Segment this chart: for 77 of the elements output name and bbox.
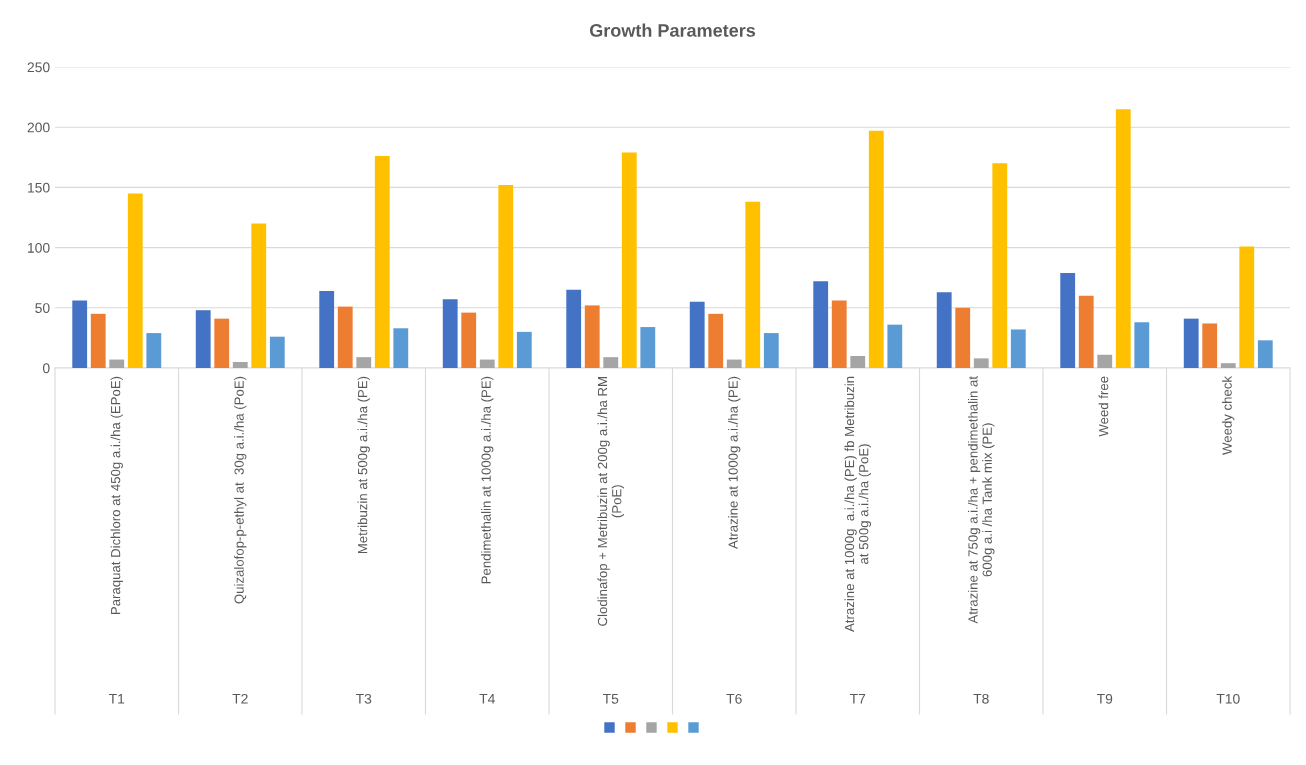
- bar: [726, 359, 742, 368]
- bar: [603, 357, 619, 368]
- text: T3: [355, 693, 372, 704]
- text: T1: [108, 694, 125, 704]
- chart-title: Growth Parameters: [589, 23, 756, 37]
- y-tick-label: 0: [42, 363, 50, 374]
- text: T4: [479, 694, 495, 704]
- y-tick-label: 50: [35, 303, 50, 313]
- x-tick-label: Atrazine at 1000g a.i./ha (PE): [728, 376, 741, 550]
- bar: [479, 359, 495, 368]
- bar: [936, 292, 952, 368]
- bar: [584, 305, 600, 368]
- bar: [813, 281, 829, 368]
- bar: [745, 201, 761, 368]
- bar: [973, 358, 989, 368]
- bar: [393, 328, 409, 368]
- bar: [868, 130, 884, 368]
- bar: [1060, 272, 1076, 368]
- bar: [319, 290, 335, 368]
- bar: [689, 301, 705, 368]
- bar: [831, 300, 847, 368]
- bar: [887, 324, 903, 368]
- bar: [146, 333, 162, 368]
- bar: [498, 184, 514, 368]
- bar: [850, 355, 866, 368]
- x-tick-label: Atrazine at 750g a.i./ha + pendimethalin at 600g a.i /ha Tank mix (PE): [967, 376, 995, 624]
- bar: [1115, 109, 1131, 368]
- bar: [269, 336, 285, 368]
- x-tick-label: Paraquat Dichloro at 450g a.i./ha (EPoE): [110, 376, 123, 615]
- bar: [992, 163, 1008, 368]
- text: T8: [973, 693, 989, 704]
- text: T5: [602, 694, 619, 704]
- bar: [621, 152, 637, 368]
- bar: [566, 289, 582, 368]
- bar: [1134, 322, 1150, 368]
- bar: [1239, 246, 1255, 368]
- x-tick-label: Metribuzin at 500g a.i./ha (PE): [357, 376, 370, 554]
- x-tick-label: Weedy check: [1222, 375, 1235, 455]
- bar: [251, 223, 267, 368]
- text: T9: [1096, 693, 1113, 704]
- bar: [708, 313, 724, 368]
- bar: [1220, 363, 1236, 368]
- x-tick-label: Atrazine at 1000g a.i./ha (PE) fb Metribuzin at 500g a.i./ha (PoE): [844, 376, 872, 632]
- x-tick-label: Weed free: [1098, 376, 1109, 437]
- y-tick-label: 250: [27, 62, 50, 73]
- bar: [232, 361, 248, 368]
- y-tick-label: 100: [28, 242, 50, 253]
- bar: [1078, 295, 1094, 368]
- bar: [461, 312, 477, 368]
- y-tick-label: 200: [27, 122, 50, 133]
- x-tick-label: Clodinafop + Metribuzin at 200g a.i./ha RM (PoE): [597, 377, 624, 626]
- text: T7: [849, 694, 866, 704]
- bar: [374, 156, 390, 368]
- bar: [337, 306, 353, 368]
- bar: [72, 300, 88, 368]
- bar: [127, 193, 143, 368]
- bar: [109, 359, 125, 368]
- bar: [442, 299, 458, 368]
- bar: [195, 310, 211, 368]
- bar: [1183, 318, 1199, 368]
- text: T2: [232, 693, 248, 704]
- text: T6: [726, 693, 742, 704]
- bar: [1202, 323, 1218, 368]
- bar: [1257, 340, 1273, 368]
- bar: [356, 357, 372, 368]
- y-tick-label: 150: [28, 182, 50, 193]
- bar: [763, 333, 779, 368]
- bar: [1097, 354, 1113, 368]
- x-tick-label: Pendimethalin at 1000g a.i./ha (PE): [481, 376, 494, 584]
- bar: [214, 318, 230, 368]
- bar: [516, 331, 532, 368]
- bar: [955, 307, 971, 368]
- bar: [90, 313, 106, 368]
- text: T10: [1216, 693, 1240, 704]
- bar: [1010, 329, 1026, 368]
- x-tick-label: Quizalofop-p-ethyl at 30g a.i./ha (PoE): [234, 376, 247, 604]
- bar: [640, 327, 656, 368]
